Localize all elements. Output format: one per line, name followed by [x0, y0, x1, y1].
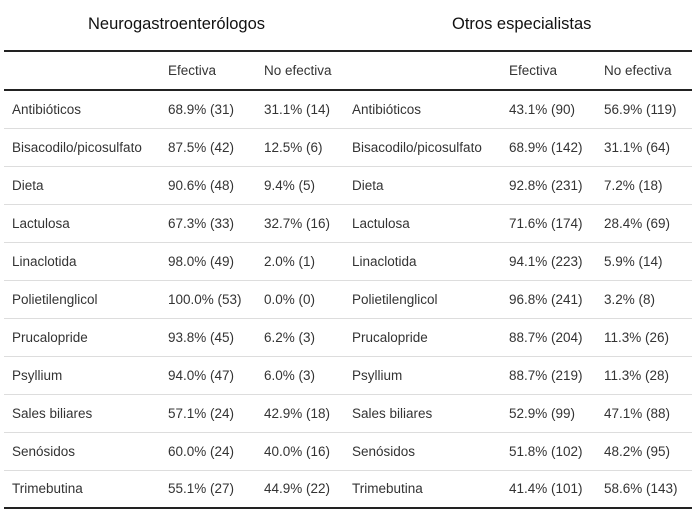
otros-efectiva-cell: 88.7% (204) — [509, 329, 583, 345]
otros-treatment-cell: Dieta — [352, 177, 384, 193]
table-row: Lactulosa 67.3% (33) 32.7% (16) Lactulosa 71… — [4, 204, 692, 242]
neuro-efectiva-cell: 57.1% (24) — [168, 405, 235, 421]
table-row: Linaclotida 98.0% (49) 2.0% (1) Linaclotida… — [4, 242, 692, 280]
column-header-neuro-efectiva: Efectiva — [160, 52, 256, 91]
otros-treatment-cell: Senósidos — [352, 443, 416, 459]
neuro-no-efectiva-cell: 42.9% (18) — [264, 405, 331, 421]
otros-efectiva-cell: 51.8% (102) — [509, 443, 583, 459]
otros-no-efectiva-cell: 7.2% (18) — [604, 177, 663, 193]
table-row: Sales biliares 57.1% (24) 42.9% (18) Sales … — [4, 394, 692, 432]
neuro-treatment-cell: Bisacodilo/picosulfato — [12, 139, 142, 155]
otros-treatment-cell: Trimebutina — [352, 481, 423, 497]
table-row: Psyllium 94.0% (47) 6.0% (3) Psyllium 88.7% … — [4, 356, 692, 394]
table-row: Trimebutina 55.1% (27) 44.9% (22) Trimebuti… — [4, 470, 692, 508]
neuro-treatment-cell: Sales biliares — [12, 405, 93, 421]
otros-efectiva-cell: 96.8% (241) — [509, 291, 583, 307]
neuro-treatment-cell: Senósidos — [12, 443, 76, 459]
column-header-row: Efectiva No efectiva Efectiva No efectiv… — [4, 52, 692, 91]
column-header-otros-efectiva: Efectiva — [501, 52, 596, 91]
neuro-efectiva-cell: 55.1% (27) — [168, 481, 235, 497]
otros-treatment-cell: Antibióticos — [352, 101, 422, 117]
otros-no-efectiva-cell: 47.1% (88) — [604, 405, 671, 421]
neuro-no-efectiva-cell: 6.0% (3) — [264, 367, 316, 383]
otros-no-efectiva-cell: 5.9% (14) — [604, 253, 663, 269]
otros-no-efectiva-cell: 31.1% (64) — [604, 139, 671, 155]
group-title-neurogastroenterologos: Neurogastroenterólogos — [88, 15, 266, 33]
neuro-treatment-cell: Lactulosa — [12, 215, 70, 231]
otros-no-efectiva-cell: 56.9% (119) — [604, 101, 677, 117]
neuro-efectiva-cell: 60.0% (24) — [168, 443, 235, 459]
otros-no-efectiva-cell: 11.3% (28) — [604, 367, 670, 383]
neuro-no-efectiva-cell: 12.5% (6) — [264, 139, 323, 155]
neuro-no-efectiva-cell: 2.0% (1) — [264, 253, 316, 269]
efficacy-table: Efectiva No efectiva Efectiva No efectiv… — [4, 52, 692, 509]
neuro-treatment-cell: Psyllium — [12, 367, 63, 383]
neuro-efectiva-cell: 68.9% (31) — [168, 101, 235, 117]
neuro-efectiva-cell: 87.5% (42) — [168, 139, 235, 155]
table-row: Bisacodilo/picosulfato 87.5% (42) 12.5% (6… — [4, 128, 692, 166]
neuro-no-efectiva-cell: 44.9% (22) — [264, 481, 331, 497]
neuro-efectiva-cell: 67.3% (33) — [168, 215, 235, 231]
neuro-treatment-cell: Antibióticos — [12, 101, 82, 117]
otros-treatment-cell: Psyllium — [352, 367, 403, 383]
neuro-no-efectiva-cell: 0.0% (0) — [264, 291, 316, 307]
otros-no-efectiva-cell: 58.6% (143) — [604, 481, 678, 497]
otros-efectiva-cell: 52.9% (99) — [509, 405, 576, 421]
otros-efectiva-cell: 94.1% (223) — [509, 253, 583, 269]
otros-efectiva-cell: 71.6% (174) — [509, 215, 583, 231]
otros-efectiva-cell: 41.4% (101) — [509, 481, 583, 497]
otros-efectiva-cell: 68.9% (142) — [509, 139, 583, 155]
neuro-treatment-cell: Dieta — [12, 177, 44, 193]
column-header-treatment-neuro — [4, 52, 160, 91]
neuro-efectiva-cell: 93.8% (45) — [168, 329, 235, 345]
table-row: Senósidos 60.0% (24) 40.0% (16) Senósidos 51… — [4, 432, 692, 470]
otros-treatment-cell: Bisacodilo/picosulfato — [352, 139, 482, 155]
otros-treatment-cell: Sales biliares — [352, 405, 433, 421]
otros-efectiva-cell: 43.1% (90) — [509, 101, 576, 117]
group-title-otros-especialistas: Otros especialistas — [452, 15, 592, 33]
neuro-no-efectiva-cell: 32.7% (16) — [264, 215, 331, 231]
neuro-no-efectiva-cell: 6.2% (3) — [264, 329, 316, 345]
otros-efectiva-cell: 88.7% (219) — [509, 367, 583, 383]
otros-no-efectiva-cell: 28.4% (69) — [604, 215, 671, 231]
otros-no-efectiva-cell: 11.3% (26) — [604, 329, 670, 345]
neuro-treatment-cell: Linaclotida — [12, 253, 77, 269]
otros-no-efectiva-cell: 3.2% (8) — [604, 291, 656, 307]
table-row: Dieta 90.6% (48) 9.4% (5) Dieta 92.8% (231) 7… — [4, 166, 692, 204]
otros-treatment-cell: Prucalopride — [352, 329, 428, 345]
otros-treatment-cell: Lactulosa — [352, 215, 410, 231]
table-body: Antibióticos 68.9% (31) 31.1% (14) Antibiót… — [4, 90, 692, 508]
neuro-treatment-cell: Prucalopride — [12, 329, 88, 345]
group-header-row: Neurogastroenterólogos Otros especialist… — [4, 0, 692, 52]
neuro-efectiva-cell: 94.0% (47) — [168, 367, 235, 383]
neuro-efectiva-cell: 100.0% (53) — [168, 291, 242, 307]
table-row: Antibióticos 68.9% (31) 31.1% (14) Antibiót… — [4, 90, 692, 128]
neuro-no-efectiva-cell: 9.4% (5) — [264, 177, 316, 193]
otros-treatment-cell: Polietilenglicol — [352, 291, 438, 307]
neuro-no-efectiva-cell: 31.1% (14) — [264, 101, 331, 117]
column-header-neuro-no-efectiva: No efectiva — [256, 52, 344, 91]
column-header-otros-no-efectiva: No efectiva — [596, 52, 692, 91]
table-row: Polietilenglicol 100.0% (53) 0.0% (0) Polie… — [4, 280, 692, 318]
neuro-efectiva-cell: 90.6% (48) — [168, 177, 235, 193]
otros-treatment-cell: Linaclotida — [352, 253, 417, 269]
table-row: Prucalopride 93.8% (45) 6.2% (3) Prucalopri… — [4, 318, 692, 356]
otros-no-efectiva-cell: 48.2% (95) — [604, 443, 671, 459]
neuro-efectiva-cell: 98.0% (49) — [168, 253, 235, 269]
neuro-no-efectiva-cell: 40.0% (16) — [264, 443, 331, 459]
column-header-treatment-otros — [344, 52, 501, 91]
neuro-treatment-cell: Trimebutina — [12, 481, 83, 497]
neuro-treatment-cell: Polietilenglicol — [12, 291, 98, 307]
otros-efectiva-cell: 92.8% (231) — [509, 177, 583, 193]
